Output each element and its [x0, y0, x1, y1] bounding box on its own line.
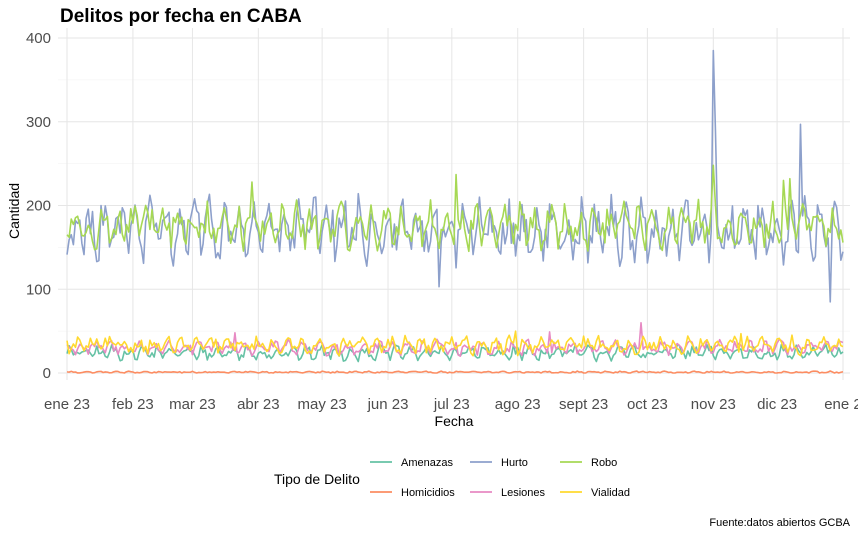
x-tick-label: ago 23 — [495, 396, 541, 413]
x-tick-label: may 23 — [298, 396, 347, 413]
legend-label-homicidios: Homicidios — [401, 487, 455, 499]
x-tick-label: mar 23 — [169, 396, 216, 413]
x-tick-label: oct 23 — [627, 396, 668, 413]
y-tick-label: 200 — [26, 198, 51, 215]
x-axis-title: Fecha — [435, 413, 474, 429]
legend-label-lesiones: Lesiones — [501, 487, 546, 499]
legend-label-hurto: Hurto — [501, 457, 528, 469]
legend-label-robo: Robo — [591, 457, 617, 469]
legend: Tipo de Delito Amenazas Homicidios Hurto Le… — [274, 457, 630, 499]
series-line-homicidios — [66, 370, 844, 374]
series-layer — [66, 49, 844, 374]
series-line-hurto — [66, 49, 844, 303]
legend-title: Tipo de Delito — [274, 471, 360, 487]
x-tick-label: nov 23 — [691, 396, 736, 413]
y-axis-ticks: 0 100 200 300 400 — [26, 30, 51, 382]
series-line-amenazas — [66, 343, 844, 363]
series-line-vialidad — [66, 330, 844, 357]
x-axis-ticks: ene 23 feb 23 mar 23 abr 23 may 23 jun 23 jul … — [44, 396, 858, 413]
legend-label-vialidad: Vialidad — [591, 487, 630, 499]
x-tick-label: ene 2 — [824, 396, 858, 413]
x-tick-label: sept 23 — [559, 396, 608, 413]
x-tick-label: feb 23 — [112, 396, 154, 413]
y-axis-title: Cantidad — [6, 183, 22, 239]
series-line-robo — [66, 164, 844, 253]
x-tick-label: dic 23 — [757, 396, 797, 413]
y-tick-label: 300 — [26, 114, 51, 131]
y-tick-label: 0 — [43, 365, 51, 382]
grid — [58, 28, 850, 380]
chart-title: Delitos por fecha en CABA — [60, 6, 302, 27]
legend-label-amenazas: Amenazas — [401, 457, 453, 469]
x-tick-label: ene 23 — [44, 396, 90, 413]
chart-caption: Fuente:datos abiertos GCBA — [709, 517, 850, 529]
x-tick-label: jun 23 — [367, 396, 409, 413]
x-tick-label: jul 23 — [433, 396, 470, 413]
x-tick-label: abr 23 — [237, 396, 280, 413]
y-tick-label: 100 — [26, 281, 51, 298]
y-tick-label: 400 — [26, 30, 51, 47]
